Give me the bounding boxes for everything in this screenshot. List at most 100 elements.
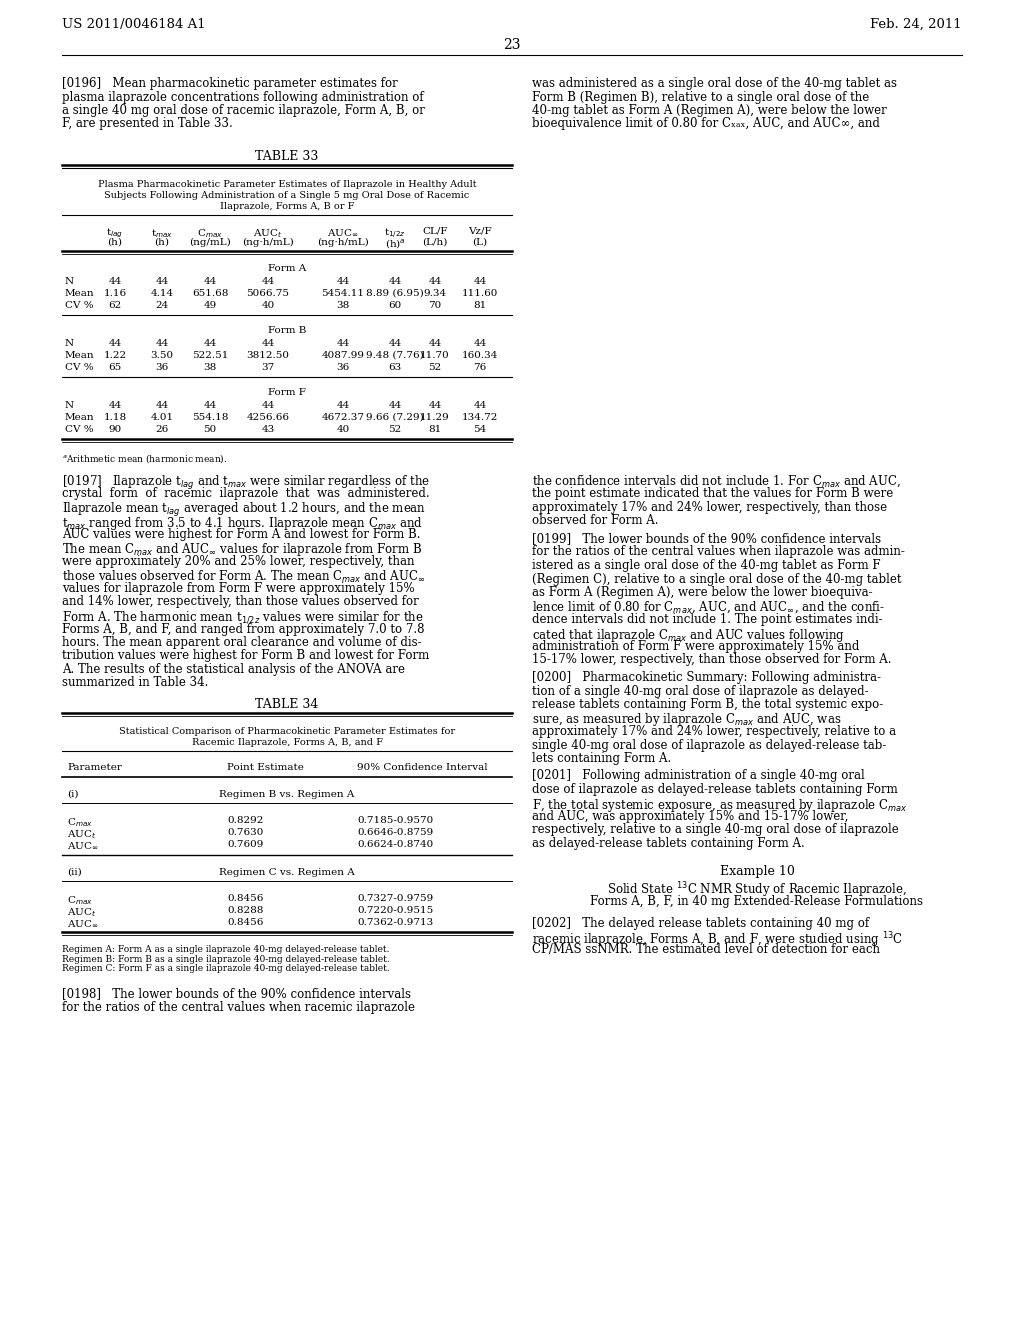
Text: 44: 44 (336, 401, 349, 411)
Text: hours. The mean apparent oral clearance and volume of dis-: hours. The mean apparent oral clearance … (62, 636, 422, 649)
Text: $^a$Arithmetic mean (harmonic mean).: $^a$Arithmetic mean (harmonic mean). (62, 451, 227, 465)
Text: administration of Form F were approximately 15% and: administration of Form F were approximat… (532, 640, 859, 653)
Text: 38: 38 (336, 301, 349, 310)
Text: 0.7362-0.9713: 0.7362-0.9713 (357, 917, 433, 927)
Text: 0.8288: 0.8288 (227, 906, 263, 915)
Text: 90: 90 (109, 425, 122, 434)
Text: 44: 44 (336, 277, 349, 286)
Text: 0.8456: 0.8456 (227, 917, 263, 927)
Text: 0.6646-0.8759: 0.6646-0.8759 (357, 828, 433, 837)
Text: 44: 44 (261, 401, 274, 411)
Text: and AUC, was approximately 15% and 15-17% lower,: and AUC, was approximately 15% and 15-17… (532, 810, 848, 822)
Text: 1.16: 1.16 (103, 289, 127, 298)
Text: TABLE 33: TABLE 33 (255, 150, 318, 162)
Text: 1.22: 1.22 (103, 351, 127, 360)
Text: 36: 36 (156, 363, 169, 372)
Text: C$_{max}$: C$_{max}$ (197, 227, 223, 240)
Text: CV %: CV % (65, 363, 93, 372)
Text: 70: 70 (428, 301, 441, 310)
Text: approximately 17% and 24% lower, respectively, relative to a: approximately 17% and 24% lower, respect… (532, 725, 896, 738)
Text: F, are presented in Table 33.: F, are presented in Table 33. (62, 117, 232, 131)
Text: 63: 63 (388, 363, 401, 372)
Text: 15-17% lower, respectively, than those observed for Form A.: 15-17% lower, respectively, than those o… (532, 653, 892, 667)
Text: 36: 36 (336, 363, 349, 372)
Text: 26: 26 (156, 425, 169, 434)
Text: and 14% lower, respectively, than those values observed for: and 14% lower, respectively, than those … (62, 595, 419, 609)
Text: 0.8456: 0.8456 (227, 894, 263, 903)
Text: [0197]   Ilaprazole t$_{lag}$ and t$_{max}$ were similar regardless of the: [0197] Ilaprazole t$_{lag}$ and t$_{max}… (62, 474, 430, 492)
Text: CP/MAS ssNMR. The estimated level of detection for each: CP/MAS ssNMR. The estimated level of det… (532, 944, 880, 957)
Text: were approximately 20% and 25% lower, respectively, than: were approximately 20% and 25% lower, re… (62, 554, 415, 568)
Text: dence intervals did not include 1. The point estimates indi-: dence intervals did not include 1. The p… (532, 612, 883, 626)
Text: 9.66 (7.29): 9.66 (7.29) (367, 413, 424, 422)
Text: 50: 50 (204, 425, 217, 434)
Text: US 2011/0046184 A1: US 2011/0046184 A1 (62, 18, 206, 30)
Text: Regimen A: Form A as a single ilaprazole 40-mg delayed-release tablet.: Regimen A: Form A as a single ilaprazole… (62, 945, 389, 954)
Text: values for ilaprazole from Form F were approximately 15%: values for ilaprazole from Form F were a… (62, 582, 415, 595)
Text: 44: 44 (473, 401, 486, 411)
Text: 554.18: 554.18 (191, 413, 228, 422)
Text: 0.7630: 0.7630 (227, 828, 263, 837)
Text: 52: 52 (388, 425, 401, 434)
Text: t$_{max}$: t$_{max}$ (151, 227, 173, 240)
Text: istered as a single oral dose of the 40-mg tablet as Form F: istered as a single oral dose of the 40-… (532, 558, 881, 572)
Text: 44: 44 (156, 339, 169, 348)
Text: sure, as measured by ilaprazole C$_{max}$ and AUC, was: sure, as measured by ilaprazole C$_{max}… (532, 711, 842, 729)
Text: Subjects Following Administration of a Single 5 mg Oral Dose of Racemic: Subjects Following Administration of a S… (104, 191, 470, 201)
Text: respectively, relative to a single 40-mg oral dose of ilaprazole: respectively, relative to a single 40-mg… (532, 824, 899, 837)
Text: Mean: Mean (65, 351, 94, 360)
Text: 44: 44 (473, 339, 486, 348)
Text: 160.34: 160.34 (462, 351, 499, 360)
Text: Parameter: Parameter (67, 763, 122, 772)
Text: for the ratios of the central values when ilaprazole was admin-: for the ratios of the central values whe… (532, 545, 905, 558)
Text: Form A. The harmonic mean t$_{1/2z}$ values were similar for the: Form A. The harmonic mean t$_{1/2z}$ val… (62, 609, 424, 624)
Text: 90% Confidence Interval: 90% Confidence Interval (357, 763, 487, 772)
Text: CV %: CV % (65, 301, 93, 310)
Text: (h)$^a$: (h)$^a$ (385, 238, 406, 251)
Text: observed for Form A.: observed for Form A. (532, 515, 658, 528)
Text: AUC$_t$: AUC$_t$ (67, 906, 96, 919)
Text: 3812.50: 3812.50 (247, 351, 290, 360)
Text: (Regimen C), relative to a single oral dose of the 40-mg tablet: (Regimen C), relative to a single oral d… (532, 573, 901, 586)
Text: [0201]   Following administration of a single 40-mg oral: [0201] Following administration of a sin… (532, 770, 864, 783)
Text: 60: 60 (388, 301, 401, 310)
Text: Feb. 24, 2011: Feb. 24, 2011 (870, 18, 962, 30)
Text: the confidence intervals did not include 1. For C$_{max}$ and AUC,: the confidence intervals did not include… (532, 474, 901, 490)
Text: 44: 44 (388, 339, 401, 348)
Text: Mean: Mean (65, 289, 94, 298)
Text: 0.7185-0.9570: 0.7185-0.9570 (357, 816, 433, 825)
Text: Vz/F: Vz/F (468, 227, 492, 236)
Text: a single 40 mg oral dose of racemic ilaprazole, Form A, B, or: a single 40 mg oral dose of racemic ilap… (62, 104, 425, 117)
Text: lets containing Form A.: lets containing Form A. (532, 752, 672, 766)
Text: as Form A (Regimen A), were below the lower bioequiva-: as Form A (Regimen A), were below the lo… (532, 586, 872, 599)
Text: (h): (h) (155, 238, 170, 247)
Text: Racemic Ilaprazole, Forms A, B, and F: Racemic Ilaprazole, Forms A, B, and F (191, 738, 383, 747)
Text: (ng·h/mL): (ng·h/mL) (317, 238, 369, 247)
Text: tion of a single 40-mg oral dose of ilaprazole as delayed-: tion of a single 40-mg oral dose of ilap… (532, 685, 868, 697)
Text: t$_{1/2z}$: t$_{1/2z}$ (384, 227, 406, 242)
Text: (L): (L) (472, 238, 487, 247)
Text: 81: 81 (428, 425, 441, 434)
Text: dose of ilaprazole as delayed-release tablets containing Form: dose of ilaprazole as delayed-release ta… (532, 783, 898, 796)
Text: 8.89 (6.95): 8.89 (6.95) (367, 289, 424, 298)
Text: 44: 44 (156, 277, 169, 286)
Text: t$_{max}$ ranged from 3.5 to 4.1 hours. Ilaprazole mean C$_{max}$ and: t$_{max}$ ranged from 3.5 to 4.1 hours. … (62, 515, 423, 532)
Text: 52: 52 (428, 363, 441, 372)
Text: (ng·h/mL): (ng·h/mL) (242, 238, 294, 247)
Text: 9.34: 9.34 (424, 289, 446, 298)
Text: 44: 44 (261, 339, 274, 348)
Text: 40-mg tablet as Form A (Regimen A), were below the lower: 40-mg tablet as Form A (Regimen A), were… (532, 104, 887, 117)
Text: Point Estimate: Point Estimate (227, 763, 304, 772)
Text: 0.7220-0.9515: 0.7220-0.9515 (357, 906, 433, 915)
Text: 5066.75: 5066.75 (247, 289, 290, 298)
Text: 44: 44 (204, 339, 217, 348)
Text: 24: 24 (156, 301, 169, 310)
Text: C$_{max}$: C$_{max}$ (67, 894, 93, 907)
Text: (ii): (ii) (67, 869, 82, 876)
Text: Form B (Regimen B), relative to a single oral dose of the: Form B (Regimen B), relative to a single… (532, 91, 869, 103)
Text: single 40-mg oral dose of ilaprazole as delayed-release tab-: single 40-mg oral dose of ilaprazole as … (532, 738, 887, 751)
Text: those values observed for Form A. The mean C$_{max}$ and AUC$_{\infty}$: those values observed for Form A. The me… (62, 569, 425, 585)
Text: 0.7327-0.9759: 0.7327-0.9759 (357, 894, 433, 903)
Text: C$_{max}$: C$_{max}$ (67, 816, 93, 829)
Text: (L/h): (L/h) (422, 238, 447, 247)
